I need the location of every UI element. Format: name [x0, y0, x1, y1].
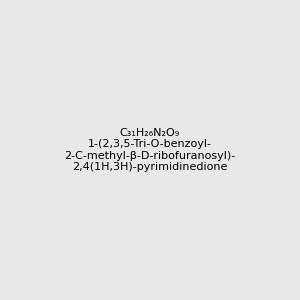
Text: C₃₁H₂₆N₂O₉
1-(2,3,5-Tri-O-benzoyl-
2-C-methyl-β-D-ribofuranosyl)-
2,4(1H,3H)-pyr: C₃₁H₂₆N₂O₉ 1-(2,3,5-Tri-O-benzoyl- 2-C-m…: [64, 128, 236, 172]
